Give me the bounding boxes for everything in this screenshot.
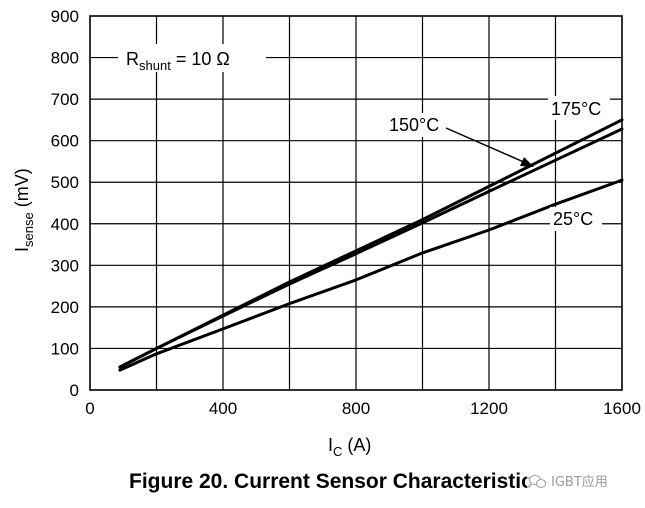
series-line-1 <box>118 127 624 369</box>
y-tick-label: 400 <box>51 215 79 234</box>
chat-bubble-icon <box>529 474 547 488</box>
series-lines <box>118 118 624 372</box>
label-arrow-head <box>520 157 534 167</box>
y-tick-label: 700 <box>51 90 79 109</box>
x-tick-label: 800 <box>342 399 370 418</box>
y-tick-label: 600 <box>51 132 79 151</box>
watermark-text: IGBT应用 <box>551 475 608 490</box>
label-25-background <box>550 207 602 231</box>
y-tick-label: 800 <box>51 49 79 68</box>
x-tick-label: 400 <box>209 399 237 418</box>
x-tick-label: 0 <box>85 399 94 418</box>
plot-frame <box>89 15 623 391</box>
y-tick-labels: 0 100 200 300 400 500 600 700 800 900 <box>51 7 79 400</box>
annotation-background <box>118 44 266 72</box>
x-axis-title: IC (A) <box>328 435 371 459</box>
series-label-25: 25°C <box>553 209 593 229</box>
y-tick-label: 200 <box>51 298 79 317</box>
shunt-annotation: Rshunt = 10 Ω <box>126 49 230 73</box>
figure-caption: Figure 20. Current Sensor Characteristic <box>129 470 533 493</box>
label-175-background <box>548 96 610 120</box>
watermark: IGBT应用 <box>527 471 610 490</box>
grid <box>90 16 622 390</box>
y-tick-label: 500 <box>51 173 79 192</box>
y-tick-label: 900 <box>51 7 79 26</box>
label-arrow-line <box>445 127 527 164</box>
x-tick-labels: 0 400 800 1200 1600 <box>85 399 641 418</box>
y-tick-label: 300 <box>51 256 79 275</box>
label-150-background <box>385 113 447 137</box>
series-label-175: 175°C <box>551 99 601 119</box>
series-label-150: 150°C <box>389 115 439 135</box>
y-axis-title: Isense (mV) <box>12 168 36 252</box>
series-line-2 <box>118 178 624 372</box>
y-tick-label: 0 <box>70 381 79 400</box>
y-tick-label: 100 <box>51 339 79 358</box>
x-tick-label: 1600 <box>603 399 641 418</box>
chart: 0 400 800 1200 1600 0 100 200 300 400 500 600 700 80… <box>12 7 641 459</box>
x-tick-label: 1200 <box>470 399 508 418</box>
